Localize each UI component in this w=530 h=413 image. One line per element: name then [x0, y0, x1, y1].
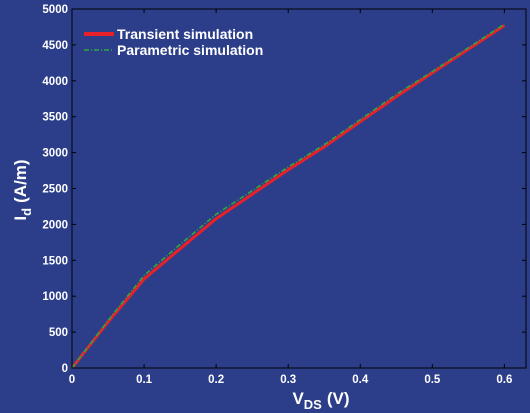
x-axis-label-sub: DS	[304, 397, 322, 412]
legend: Transient simulation Parametric simulati…	[84, 26, 263, 58]
x-axis-label: VDS (V)	[292, 389, 349, 412]
y-tick-label: 5000	[42, 4, 68, 16]
x-tick-label: 0.3	[280, 374, 296, 386]
x-tick-label: 0.1	[136, 374, 153, 386]
x-tick-label: 0.5	[424, 374, 441, 386]
legend-label-parametric: Parametric simulation	[117, 42, 263, 58]
y-axis-label-unit: (A/m)	[11, 159, 30, 202]
x-tick-label: 0.4	[352, 374, 369, 386]
x-tick-label: 0.2	[208, 374, 224, 386]
x-axis-ticks: 0 0.1 0.2 0.3 0.4 0.5 0.6	[69, 9, 512, 386]
y-tick-label: 1500	[42, 255, 68, 267]
y-tick-label: 0	[62, 363, 68, 375]
series-line-transient	[70, 24, 506, 369]
x-axis-label-main: V	[292, 389, 304, 408]
y-axis-label: Id (A/m)	[11, 159, 34, 220]
y-tick-label: 1000	[42, 291, 68, 303]
x-tick-label: 0	[69, 374, 75, 386]
y-axis-ticks: 0 500 1000 1500 2000 2500 3000 3500 4000 4500 5000	[42, 4, 526, 375]
y-tick-label: 500	[49, 327, 68, 339]
y-tick-label: 4500	[42, 40, 68, 52]
y-tick-label: 2000	[42, 219, 68, 231]
series-lines	[70, 23, 506, 369]
plot-area	[72, 9, 526, 368]
y-tick-label: 3500	[42, 112, 68, 124]
y-axis-label-main: I	[11, 216, 30, 221]
y-tick-label: 2500	[42, 184, 68, 196]
x-axis-label-unit: (V)	[327, 389, 350, 408]
series-line-parametric	[71, 23, 505, 369]
y-tick-label: 4000	[42, 76, 68, 88]
legend-label-transient: Transient simulation	[117, 26, 253, 42]
x-tick-label: 0.6	[496, 374, 512, 386]
plot-frame	[71, 8, 527, 369]
y-axis-label-sub: d	[19, 208, 34, 216]
y-tick-label: 3000	[42, 148, 68, 160]
